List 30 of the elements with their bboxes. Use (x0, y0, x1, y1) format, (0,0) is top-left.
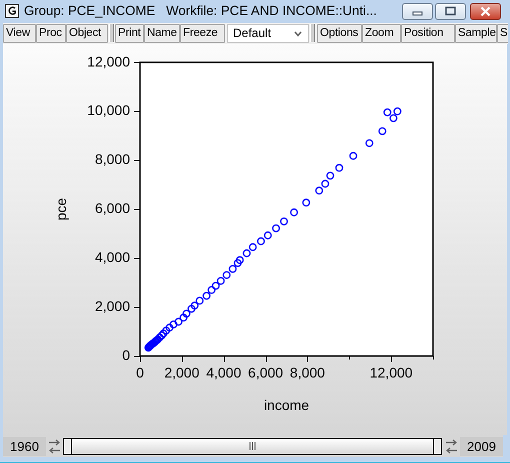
x-axis-title: income (264, 396, 310, 413)
x-tick-label: 8,000 (290, 364, 326, 380)
toolbar-button: Proc (36, 24, 66, 43)
toolbar-button: Object (66, 24, 108, 43)
y-tick-label: 6,000 (94, 200, 130, 216)
toolbar-button: Print (115, 24, 144, 43)
y-tick-label: 8,000 (94, 151, 130, 168)
text: 2009 (460, 439, 503, 454)
toolbar-button: Freeze (180, 24, 225, 43)
y-tick-label: 10,000 (87, 102, 130, 118)
x-tick-label: 4,000 (206, 364, 242, 380)
toolbar-button: S (497, 24, 508, 43)
toolbar-button: Position (401, 24, 455, 43)
toolbar-button: Name (144, 24, 180, 43)
y-tick-label: 4,000 (94, 248, 130, 265)
text: 1960 (3, 439, 46, 454)
y-tick-label: 2,000 (94, 298, 130, 314)
toolbar-button: Options (317, 24, 362, 43)
chart-title: Group: PCE_INCOME Workfile: PCE AND INCOME::Unti... (24, 3, 377, 18)
x-tick-label: 6,000 (248, 364, 284, 380)
dropdown: Default (227, 24, 309, 43)
toolbar-button: View (3, 24, 36, 43)
x-tick-label: 0 (136, 364, 144, 380)
x-tick-label: 12,000 (370, 364, 413, 380)
y-axis-title: pce (52, 198, 69, 220)
y-tick-label: 12,000 (87, 53, 130, 70)
toolbar-button: Sample (455, 24, 497, 43)
toolbar-button: Zoom (362, 24, 401, 43)
y-tick-label: 0 (122, 346, 130, 363)
x-tick-label: 2,000 (164, 364, 200, 380)
